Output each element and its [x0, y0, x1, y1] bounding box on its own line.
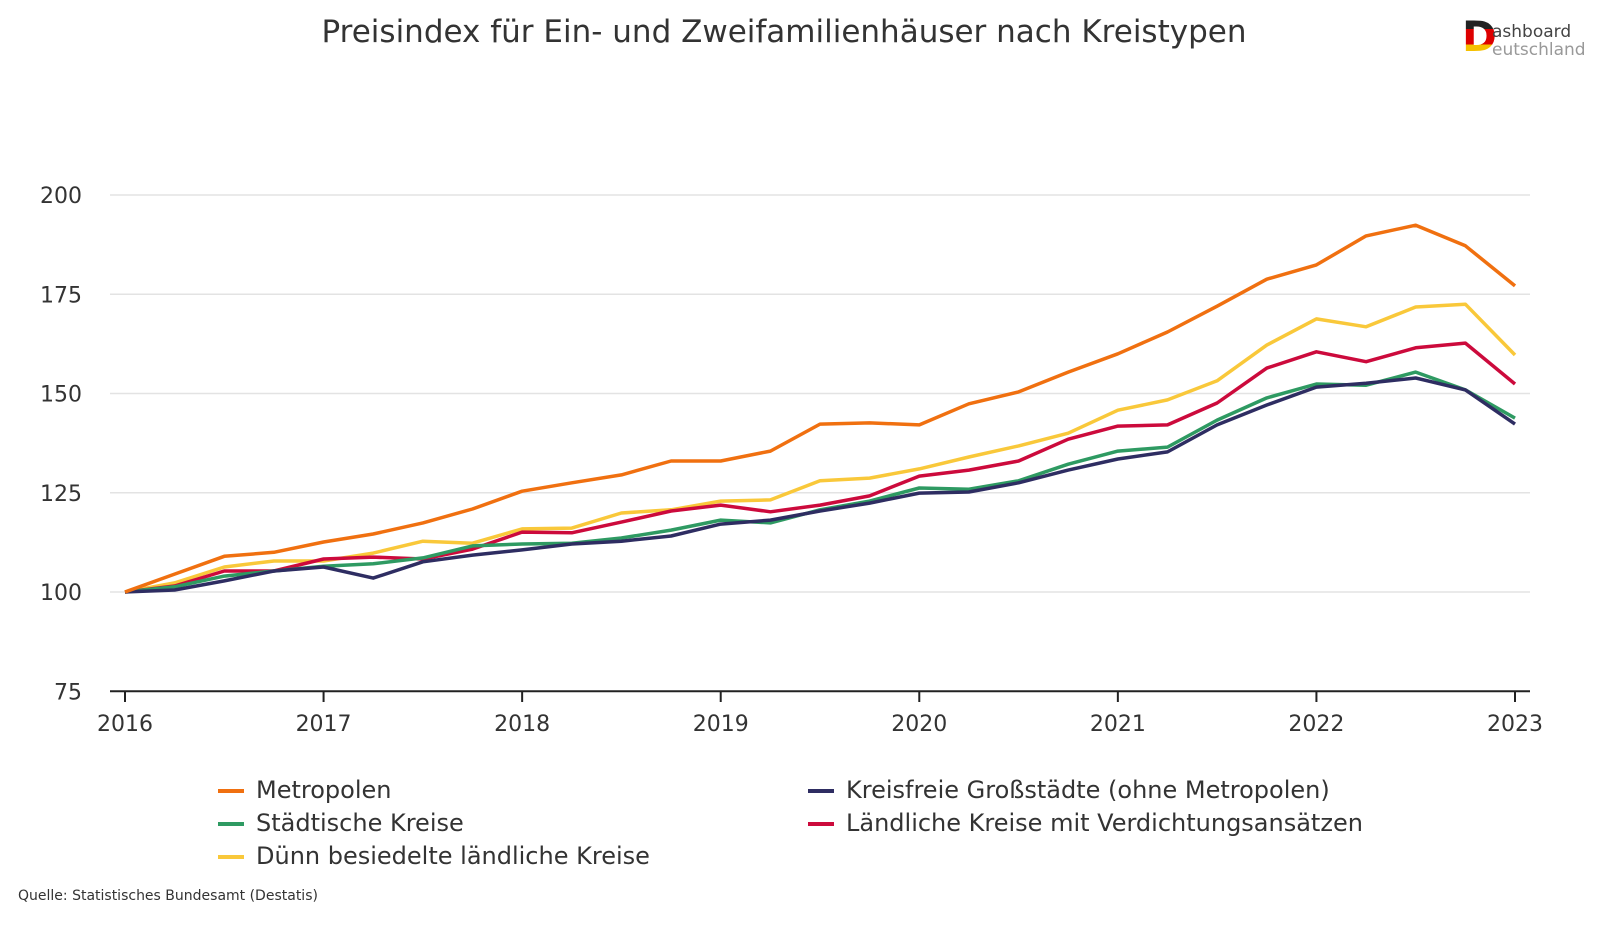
x-tick-label: 2023: [1487, 712, 1543, 737]
line-chart: 75 100 125 150 175 200 2016 2017 2018 2019 2020 202…: [40, 184, 1543, 737]
source-note: Quelle: Statistisches Bundesamt (Destati…: [18, 888, 318, 904]
legend-item[interactable]: Kreisfreie Großstädte (ohne Metropolen): [808, 776, 1330, 804]
series-line-3: [124, 341, 1517, 594]
legend-item[interactable]: Metropolen: [218, 776, 391, 804]
legend-item[interactable]: Ländliche Kreise mit Verdichtungsansätze…: [808, 809, 1363, 837]
y-tick-label: 100: [40, 581, 82, 606]
series-line-1: [124, 376, 1516, 594]
series-line-0: [124, 223, 1517, 594]
x-tick-label: 2020: [891, 712, 947, 737]
dashboard-deutschland-logo: D ashboard eutschland: [1462, 14, 1592, 64]
legend-swatch: [218, 855, 244, 859]
legend-swatch: [808, 789, 834, 793]
legend-label: Dünn besiedelte ländliche Kreise: [256, 842, 650, 870]
series-line-4: [124, 302, 1517, 594]
x-tick-label: 2021: [1090, 712, 1146, 737]
legend-label: Kreisfreie Großstädte (ohne Metropolen): [846, 776, 1330, 804]
logo-initial: D: [1462, 12, 1497, 61]
legend-label: Metropolen: [256, 776, 392, 804]
legend-item[interactable]: Städtische Kreise: [218, 809, 464, 837]
x-tick-label: 2019: [693, 712, 749, 737]
y-tick-label: 75: [54, 680, 82, 705]
y-tick-label: 175: [40, 283, 82, 308]
x-tick-label: 2017: [296, 712, 352, 737]
legend-swatch: [808, 822, 834, 826]
legend-label: Städtische Kreise: [256, 809, 464, 837]
y-tick-label: 150: [40, 383, 82, 408]
legend-swatch: [218, 789, 244, 793]
legend-swatch: [218, 822, 244, 826]
legend-item[interactable]: Dünn besiedelte ländliche Kreise: [218, 842, 650, 870]
x-tick-label: 2016: [97, 712, 153, 737]
x-tick-label: 2022: [1288, 712, 1344, 737]
y-tick-label: 200: [40, 184, 82, 209]
x-tick-label: 2018: [494, 712, 550, 737]
logo-line-2: eutschland: [1492, 40, 1586, 60]
legend-label: Ländliche Kreise mit Verdichtungsansätze…: [846, 809, 1363, 837]
chart-title: Preisindex für Ein- und Zweifamilienhäus…: [321, 14, 1247, 50]
logo-line-1: ashboard: [1492, 22, 1572, 42]
y-tick-label: 125: [40, 482, 82, 507]
